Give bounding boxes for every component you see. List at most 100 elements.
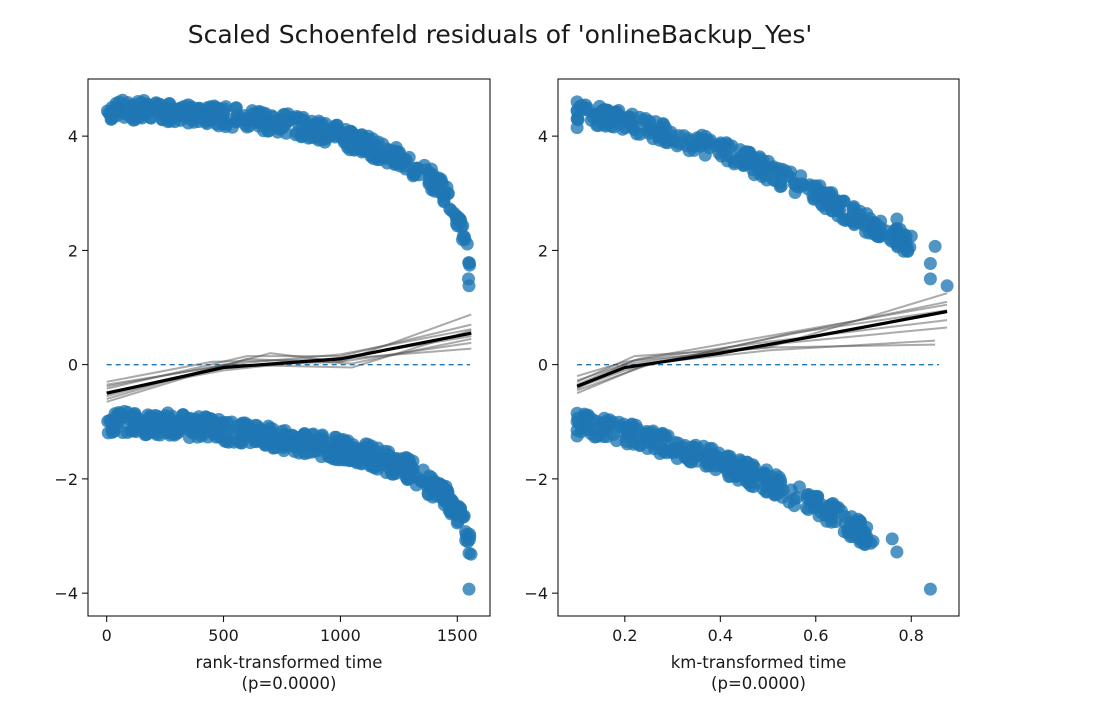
residual-point	[462, 546, 476, 560]
residual-point	[641, 442, 654, 455]
residual-point	[126, 113, 140, 127]
residual-point	[838, 510, 852, 523]
residual-point	[825, 511, 839, 525]
residual-point	[859, 533, 873, 547]
bootstrap-line	[106, 328, 472, 388]
residual-point	[366, 152, 380, 165]
residual-point	[739, 474, 753, 488]
bootstrap-line	[576, 309, 948, 389]
residual-point	[923, 582, 937, 596]
bootstrap-line	[576, 303, 948, 382]
x-tick-label: 1000	[320, 626, 361, 645]
smoothed-lines	[576, 292, 948, 395]
residual-point	[298, 447, 312, 461]
residual-point	[310, 439, 324, 453]
residual-point	[883, 232, 897, 246]
residual-point	[455, 508, 469, 522]
residual-point	[106, 424, 120, 438]
residual-point	[183, 420, 197, 434]
residual-point	[860, 207, 874, 221]
x-axis-label: rank-transformed time	[196, 653, 383, 672]
residual-point	[129, 410, 143, 424]
residual-point	[153, 105, 166, 119]
residual-point	[670, 452, 684, 465]
bootstrap-line	[576, 339, 936, 395]
residual-point	[163, 114, 177, 128]
residual-point	[629, 436, 643, 450]
y-tick-label: 2	[68, 241, 78, 260]
axis-ticks: 0.2 0.4 0.6 0.8 −4 −2 0 2 4	[524, 127, 924, 645]
residual-point	[885, 532, 899, 546]
residual-point	[815, 498, 829, 512]
residual-point	[788, 176, 802, 190]
residual-point	[787, 492, 801, 506]
residual-point	[222, 424, 235, 438]
residual-point	[293, 433, 307, 447]
residual-point	[425, 471, 439, 484]
residual-point	[461, 535, 475, 549]
x-tick-label: 1500	[437, 626, 478, 645]
residual-point	[437, 480, 450, 494]
residual-point	[672, 137, 686, 150]
residual-point	[775, 490, 789, 504]
residual-point	[746, 458, 760, 472]
axis-ticks: 0 500 1000 1500 −4 −2 0 2 4	[54, 127, 477, 645]
residual-point	[181, 116, 195, 130]
residual-point	[392, 458, 406, 472]
residual-point	[164, 423, 178, 437]
residual-point	[306, 427, 320, 441]
residual-point	[171, 102, 184, 116]
y-tick-label: 2	[538, 241, 548, 260]
residual-point	[792, 480, 806, 494]
residual-point	[570, 121, 584, 135]
residual-point	[570, 429, 584, 443]
residual-point	[191, 106, 205, 120]
residual-point	[656, 426, 670, 440]
residual-point	[619, 434, 633, 448]
residual-point	[371, 458, 385, 472]
residual-point	[601, 106, 615, 120]
fitted-line	[576, 309, 948, 388]
residual-point	[714, 136, 728, 150]
residual-point	[412, 168, 426, 182]
y-tick-label: 4	[68, 127, 78, 146]
residual-point	[285, 111, 299, 124]
residual-point	[108, 407, 122, 421]
residual-point	[254, 111, 268, 125]
residual-point	[125, 99, 139, 113]
residual-point	[300, 126, 314, 139]
x-tick-label: 0.6	[803, 626, 828, 645]
residual-point	[198, 412, 212, 426]
residual-point	[445, 500, 459, 514]
smoothed-lines	[106, 313, 472, 403]
residual-point	[238, 109, 252, 123]
residual-point	[871, 229, 885, 242]
residual-point	[365, 439, 379, 453]
residual-point	[923, 272, 937, 286]
axes-frame	[557, 78, 960, 617]
residual-points	[570, 95, 954, 596]
y-tick-label: 0	[68, 356, 78, 375]
residual-point	[348, 140, 362, 154]
residual-point	[404, 464, 418, 478]
residual-point	[825, 204, 839, 218]
residual-point	[738, 146, 752, 160]
residual-point	[344, 125, 358, 139]
y-tick-label: −4	[54, 584, 78, 603]
residual-point	[890, 545, 904, 559]
residual-point	[140, 97, 154, 111]
residual-point	[625, 120, 639, 134]
residual-point	[142, 421, 156, 435]
residual-point	[267, 119, 281, 133]
residual-point	[773, 180, 787, 193]
residual-point	[332, 435, 346, 448]
residual-point	[238, 416, 252, 430]
residual-point	[456, 229, 470, 243]
residual-point	[330, 447, 344, 461]
y-tick-label: 0	[538, 356, 548, 375]
x-tick-label: 0.2	[612, 626, 637, 645]
residual-point	[928, 239, 942, 253]
residual-point	[940, 279, 954, 293]
residual-point	[841, 523, 855, 537]
residual-point	[242, 119, 256, 133]
